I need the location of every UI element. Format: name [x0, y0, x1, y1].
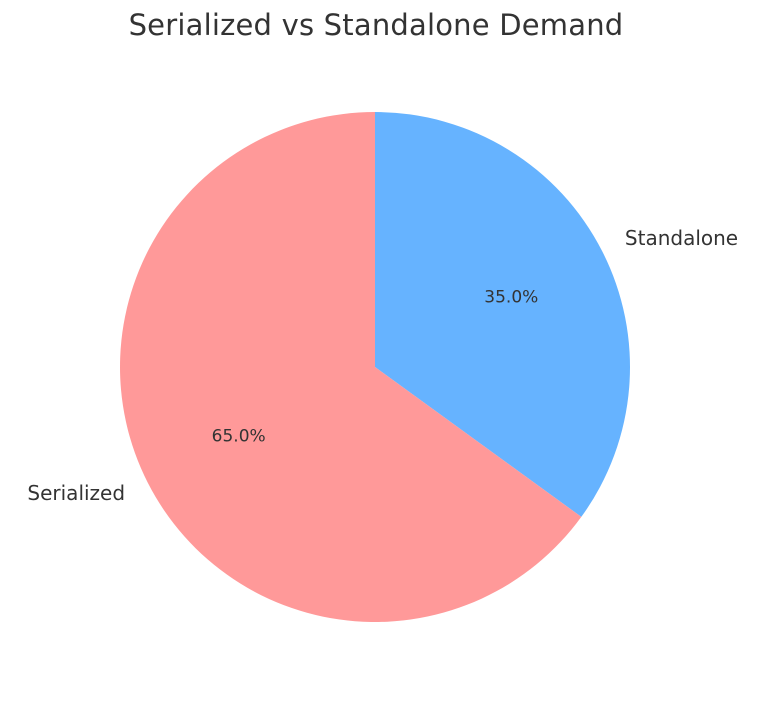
- pct-label-standalone: 35.0%: [484, 288, 538, 308]
- slice-label-standalone: Standalone: [625, 226, 738, 250]
- slice-label-serialized: Serialized: [27, 481, 125, 505]
- pie-slice-serialized: [120, 112, 582, 622]
- pct-label-serialized: 65.0%: [212, 426, 266, 446]
- chart-title: Serialized vs Standalone Demand: [128, 8, 624, 42]
- pie-slice-standalone: [375, 112, 631, 517]
